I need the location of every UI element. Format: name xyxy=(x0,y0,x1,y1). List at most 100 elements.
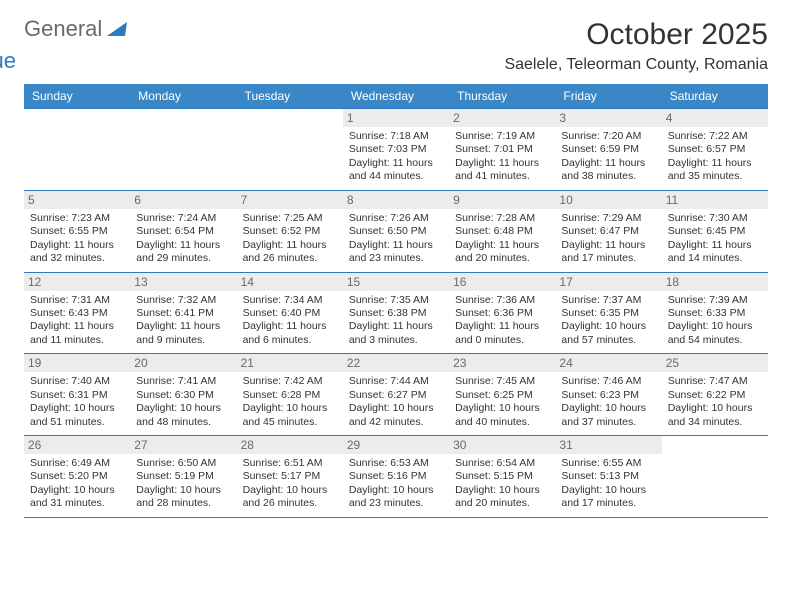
dow-wednesday: Wednesday xyxy=(343,84,449,108)
day-number: 12 xyxy=(24,273,130,291)
day-number: 26 xyxy=(24,436,130,454)
day-number: 27 xyxy=(130,436,236,454)
day-info: Sunrise: 7:34 AMSunset: 6:40 PMDaylight:… xyxy=(243,294,337,348)
day-info: Sunrise: 7:24 AMSunset: 6:54 PMDaylight:… xyxy=(136,212,230,266)
day-number: 10 xyxy=(555,191,661,209)
logo-word-2: Blue xyxy=(0,50,74,72)
day-number: 6 xyxy=(130,191,236,209)
day-number: 4 xyxy=(662,109,768,127)
calendar-cell-9: 9Sunrise: 7:28 AMSunset: 6:48 PMDaylight… xyxy=(449,191,555,272)
day-number: 17 xyxy=(555,273,661,291)
calendar-cell-22: 22 Sunrise: 7:44 AMSunset: 6:27 PMDayligh… xyxy=(343,354,449,435)
day-number: 22 xyxy=(343,354,449,372)
day-number: 13 xyxy=(130,273,236,291)
calendar: SundayMondayTuesdayWednesdayThursdayFrid… xyxy=(24,84,768,518)
day-number: 18 xyxy=(662,273,768,291)
calendar-cell-1: 1 Sunrise: 7:18 AMSunset: 7:03 PMDaylight… xyxy=(343,109,449,190)
day-info: Sunrise: 7:35 AMSunset: 6:38 PMDaylight:… xyxy=(349,294,443,348)
day-number: 31 xyxy=(555,436,661,454)
day-number: 15 xyxy=(343,273,449,291)
calendar-cell-empty: . xyxy=(24,109,130,190)
day-info: Sunrise: 7:25 AMSunset: 6:52 PMDaylight:… xyxy=(243,212,337,266)
day-number: 20 xyxy=(130,354,236,372)
calendar-week: 12 Sunrise: 7:31 AMSunset: 6:43 PMDayligh… xyxy=(24,272,768,354)
day-info: Sunrise: 6:51 AMSunset: 5:17 PMDaylight:… xyxy=(243,457,337,511)
dow-saturday: Saturday xyxy=(662,84,768,108)
calendar-cell-3: 3 Sunrise: 7:20 AMSunset: 6:59 PMDaylight… xyxy=(555,109,661,190)
day-number: 1 xyxy=(343,109,449,127)
day-info: Sunrise: 7:36 AMSunset: 6:36 PMDaylight:… xyxy=(455,294,549,348)
header: General Blue October 2025 Saelele, Teleo… xyxy=(24,18,768,74)
calendar-cell-12: 12 Sunrise: 7:31 AMSunset: 6:43 PMDayligh… xyxy=(24,273,130,354)
calendar-cell-16: 16 Sunrise: 7:36 AMSunset: 6:36 PMDayligh… xyxy=(449,273,555,354)
day-info: Sunrise: 7:31 AMSunset: 6:43 PMDaylight:… xyxy=(30,294,124,348)
day-info: Sunrise: 7:45 AMSunset: 6:25 PMDaylight:… xyxy=(455,375,549,429)
day-number: 16 xyxy=(449,273,555,291)
calendar-cell-14: 14 Sunrise: 7:34 AMSunset: 6:40 PMDayligh… xyxy=(237,273,343,354)
calendar-cell-18: 18 Sunrise: 7:39 AMSunset: 6:33 PMDayligh… xyxy=(662,273,768,354)
day-info: Sunrise: 7:19 AMSunset: 7:01 PMDaylight:… xyxy=(455,130,549,184)
calendar-cell-empty: . xyxy=(237,109,343,190)
calendar-week: 5Sunrise: 7:23 AMSunset: 6:55 PMDaylight… xyxy=(24,190,768,272)
day-info: Sunrise: 6:50 AMSunset: 5:19 PMDaylight:… xyxy=(136,457,230,511)
calendar-cell-13: 13Sunrise: 7:32 AMSunset: 6:41 PMDayligh… xyxy=(130,273,236,354)
day-info: Sunrise: 7:37 AMSunset: 6:35 PMDaylight:… xyxy=(561,294,655,348)
calendar-cell-15: 15 Sunrise: 7:35 AMSunset: 6:38 PMDayligh… xyxy=(343,273,449,354)
day-number: 19 xyxy=(24,354,130,372)
logo-triangle-icon xyxy=(107,22,127,36)
calendar-cell-25: 25Sunrise: 7:47 AMSunset: 6:22 PMDayligh… xyxy=(662,354,768,435)
dow-monday: Monday xyxy=(130,84,236,108)
calendar-cell-8: 8 Sunrise: 7:26 AMSunset: 6:50 PMDaylight… xyxy=(343,191,449,272)
day-number: 29 xyxy=(343,436,449,454)
day-info: Sunrise: 6:55 AMSunset: 5:13 PMDaylight:… xyxy=(561,457,655,511)
day-info: Sunrise: 7:20 AMSunset: 6:59 PMDaylight:… xyxy=(561,130,655,184)
calendar-cell-23: 23Sunrise: 7:45 AMSunset: 6:25 PMDayligh… xyxy=(449,354,555,435)
calendar-cell-31: 31 Sunrise: 6:55 AMSunset: 5:13 PMDayligh… xyxy=(555,436,661,517)
dow-thursday: Thursday xyxy=(449,84,555,108)
day-of-week-header: SundayMondayTuesdayWednesdayThursdayFrid… xyxy=(24,84,768,108)
day-number: 2 xyxy=(449,109,555,127)
calendar-cell-26: 26 Sunrise: 6:49 AMSunset: 5:20 PMDayligh… xyxy=(24,436,130,517)
calendar-cell-30: 30Sunrise: 6:54 AMSunset: 5:15 PMDayligh… xyxy=(449,436,555,517)
day-number: 30 xyxy=(449,436,555,454)
calendar-cell-empty: . xyxy=(130,109,236,190)
day-number: 14 xyxy=(237,273,343,291)
day-number: 9 xyxy=(449,191,555,209)
day-info: Sunrise: 7:18 AMSunset: 7:03 PMDaylight:… xyxy=(349,130,443,184)
calendar-cell-19: 19Sunrise: 7:40 AMSunset: 6:31 PMDayligh… xyxy=(24,354,130,435)
calendar-cell-24: 24Sunrise: 7:46 AMSunset: 6:23 PMDayligh… xyxy=(555,354,661,435)
calendar-cell-21: 21 Sunrise: 7:42 AMSunset: 6:28 PMDayligh… xyxy=(237,354,343,435)
calendar-cell-17: 17 Sunrise: 7:37 AMSunset: 6:35 PMDayligh… xyxy=(555,273,661,354)
day-number: 25 xyxy=(662,354,768,372)
calendar-cell-2: 2 Sunrise: 7:19 AMSunset: 7:01 PMDaylight… xyxy=(449,109,555,190)
day-number: 3 xyxy=(555,109,661,127)
calendar-cell-20: 20 Sunrise: 7:41 AMSunset: 6:30 PMDayligh… xyxy=(130,354,236,435)
day-info: Sunrise: 7:41 AMSunset: 6:30 PMDaylight:… xyxy=(136,375,230,429)
day-number: 21 xyxy=(237,354,343,372)
calendar-weeks: ...1Sunrise: 7:18 AMSunset: 7:03 PMDayli… xyxy=(24,108,768,518)
calendar-week: 26 Sunrise: 6:49 AMSunset: 5:20 PMDayligh… xyxy=(24,435,768,517)
day-info: Sunrise: 7:26 AMSunset: 6:50 PMDaylight:… xyxy=(349,212,443,266)
day-info: Sunrise: 7:42 AMSunset: 6:28 PMDaylight:… xyxy=(243,375,337,429)
day-number: 5 xyxy=(24,191,130,209)
calendar-cell-27: 27 Sunrise: 6:50 AMSunset: 5:19 PMDayligh… xyxy=(130,436,236,517)
calendar-cell-10: 10 Sunrise: 7:29 AMSunset: 6:47 PMDayligh… xyxy=(555,191,661,272)
day-info: Sunrise: 7:29 AMSunset: 6:47 PMDaylight:… xyxy=(561,212,655,266)
calendar-cell-6: 6 Sunrise: 7:24 AMSunset: 6:54 PMDaylight… xyxy=(130,191,236,272)
day-number: 8 xyxy=(343,191,449,209)
day-info: Sunrise: 7:39 AMSunset: 6:33 PMDaylight:… xyxy=(668,294,762,348)
day-info: Sunrise: 7:46 AMSunset: 6:23 PMDaylight:… xyxy=(561,375,655,429)
location-label: Saelele, Teleorman County, Romania xyxy=(504,56,768,74)
day-info: Sunrise: 6:53 AMSunset: 5:16 PMDaylight:… xyxy=(349,457,443,511)
calendar-cell-28: 28Sunrise: 6:51 AMSunset: 5:17 PMDayligh… xyxy=(237,436,343,517)
day-info: Sunrise: 6:49 AMSunset: 5:20 PMDaylight:… xyxy=(30,457,124,511)
day-info: Sunrise: 7:22 AMSunset: 6:57 PMDaylight:… xyxy=(668,130,762,184)
calendar-cell-4: 4 Sunrise: 7:22 AMSunset: 6:57 PMDaylight… xyxy=(662,109,768,190)
calendar-cell-empty: . xyxy=(662,436,768,517)
dow-friday: Friday xyxy=(555,84,661,108)
title-block: October 2025 Saelele, Teleorman County, … xyxy=(504,18,768,74)
day-info: Sunrise: 7:44 AMSunset: 6:27 PMDaylight:… xyxy=(349,375,443,429)
calendar-week: 19Sunrise: 7:40 AMSunset: 6:31 PMDayligh… xyxy=(24,353,768,435)
dow-tuesday: Tuesday xyxy=(237,84,343,108)
day-number: 11 xyxy=(662,191,768,209)
